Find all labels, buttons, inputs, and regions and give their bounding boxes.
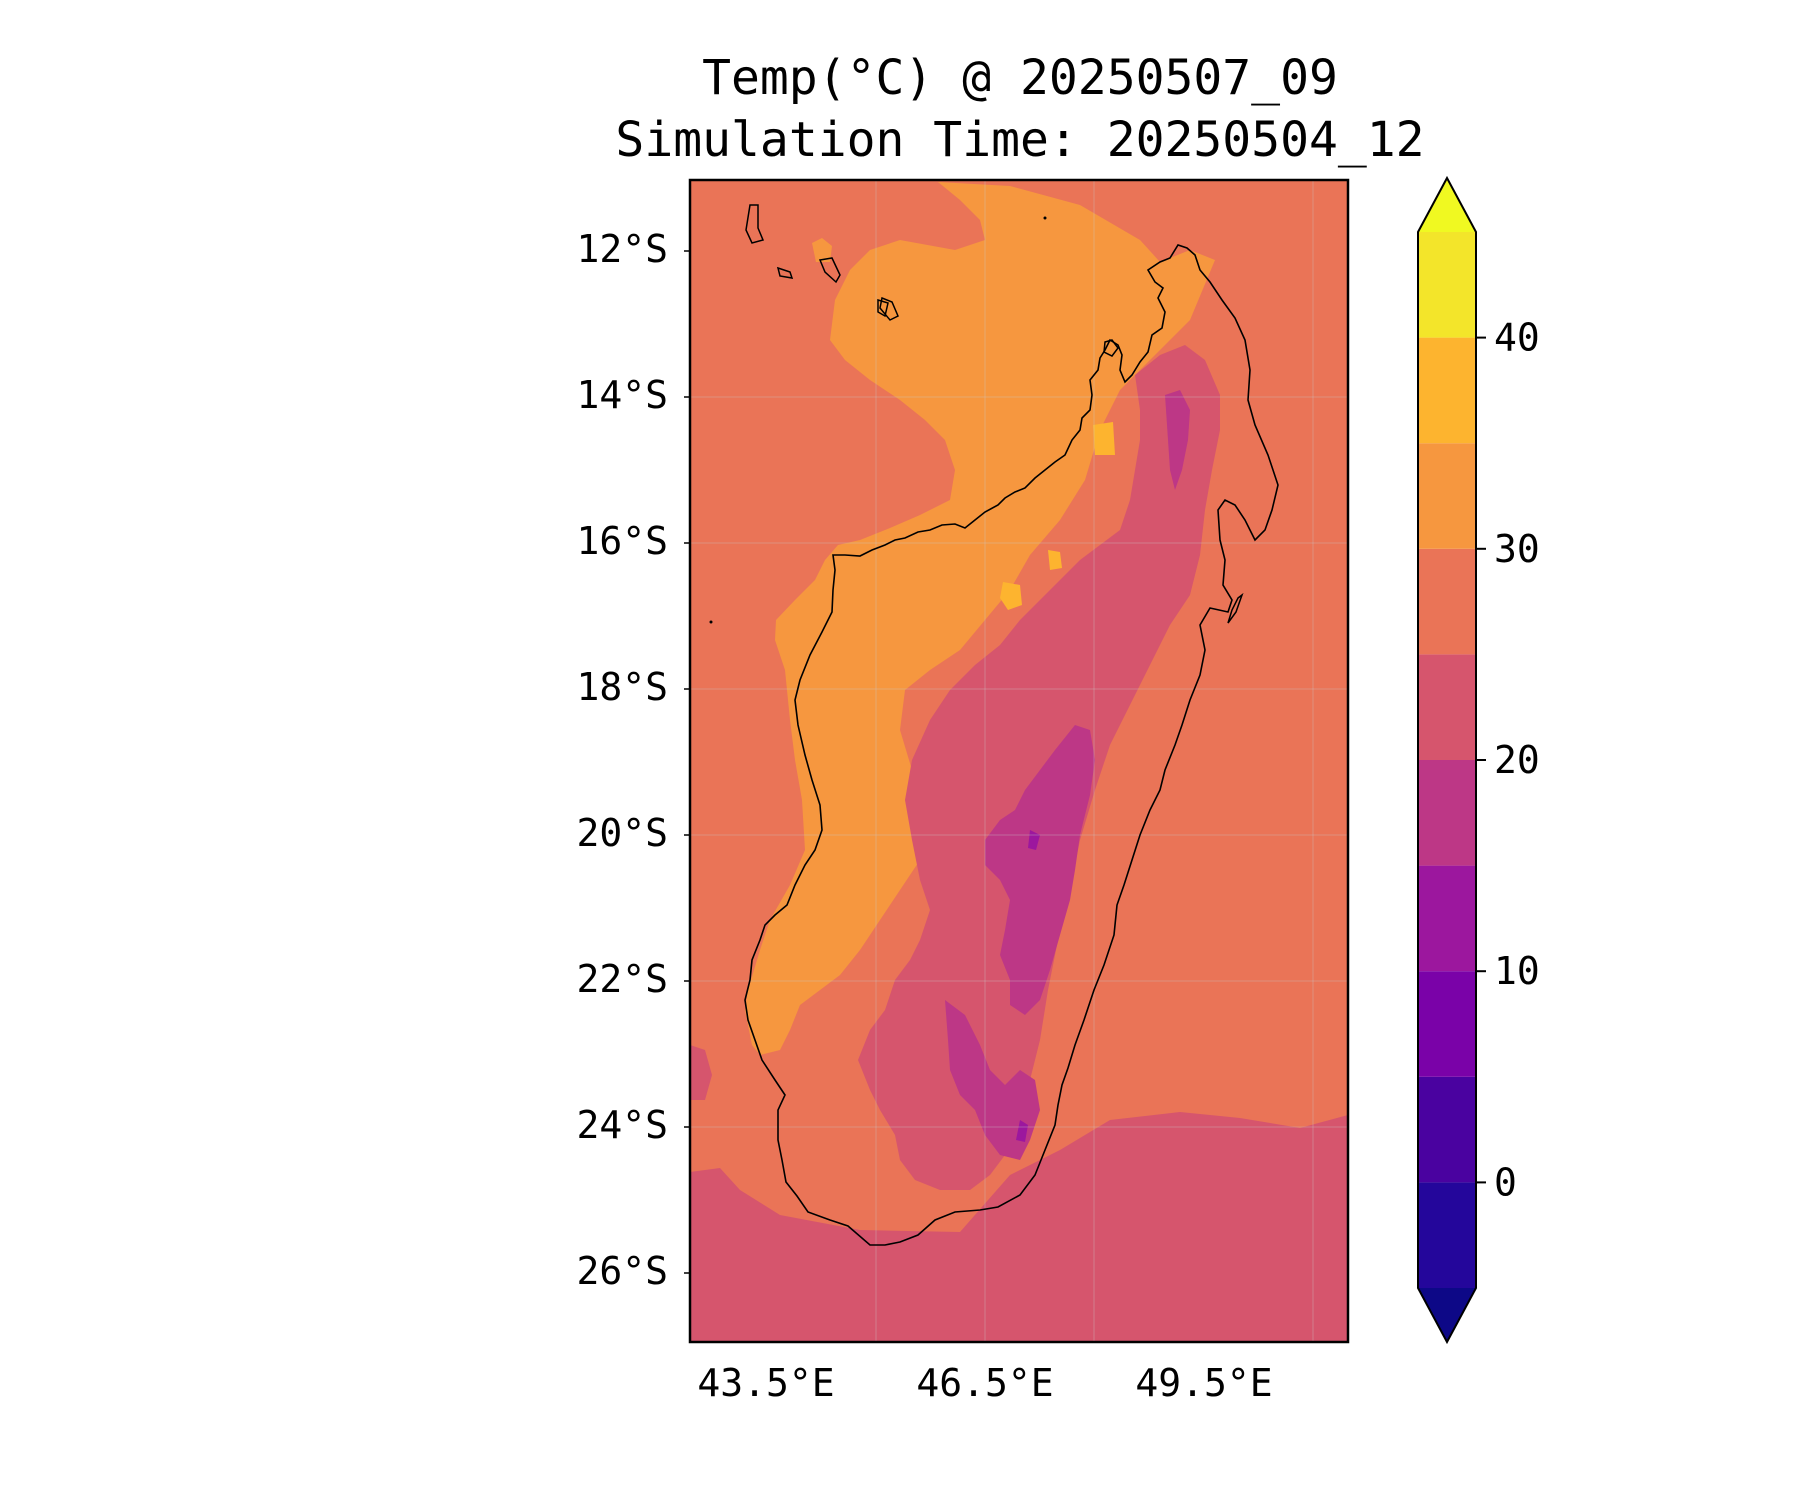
hot-spot [1000, 582, 1022, 610]
latitude-axis: 12°S 14°S 16°S 18°S 20°S 22°S 24°S 26°S [576, 227, 690, 1293]
colorbar-tick-label: 20 [1494, 738, 1540, 782]
coastline-island [879, 296, 899, 321]
colorbar-bin [1418, 232, 1476, 338]
coastline-island [1103, 339, 1119, 357]
map-title-line2: Simulation Time: 20250504_12 [615, 112, 1425, 168]
colorbar-bin [1418, 760, 1476, 866]
lat-tick-label: 14°S [576, 373, 668, 417]
colorbar-tick-label: 0 [1494, 1160, 1517, 1204]
colorbar-bin [1418, 865, 1476, 972]
lat-tick-label: 24°S [576, 1103, 668, 1147]
lat-tick-label: 18°S [576, 665, 668, 709]
lat-tick-label: 22°S [576, 957, 668, 1001]
colorbar-bin [1418, 654, 1476, 760]
coastline-islet [709, 620, 713, 624]
lon-tick-label: 43.5°E [697, 1361, 834, 1405]
ocean-southwest-patch [690, 1045, 712, 1100]
ocean-south-field [690, 1112, 1348, 1342]
colorbar: 0 10 20 30 40 [1417, 175, 1540, 1345]
colorbar-bin [1418, 548, 1476, 655]
highland-field [858, 345, 1220, 1190]
hot-spot [1093, 422, 1115, 455]
peak-core [1016, 1120, 1028, 1142]
colorbar-outline [1417, 175, 1477, 1345]
coastline-comoros [745, 204, 765, 244]
coastline-comoros [818, 257, 841, 284]
colorbar-tick-label: 40 [1494, 316, 1540, 360]
coastline-island [1227, 592, 1244, 624]
colorbar-tick-label: 30 [1494, 527, 1540, 571]
warm-patch-nw [812, 238, 832, 262]
lat-tick-label: 26°S [576, 1249, 668, 1293]
colorbar-bin [1418, 971, 1476, 1077]
warm-band [745, 182, 1215, 1055]
map-title-line1: Temp(°C) @ 20250507_09 [702, 50, 1338, 106]
colorbar-bin [1418, 337, 1476, 444]
coastline-islet [1043, 216, 1047, 220]
map-frame [688, 178, 1350, 1344]
madagascar-coastline [744, 244, 1279, 1246]
temperature-field [690, 180, 1348, 1342]
high-peak-field-north [1165, 390, 1190, 490]
high-peak-field-central [985, 725, 1095, 1015]
lat-tick-label: 16°S [576, 519, 668, 563]
colorbar-bin [1418, 443, 1476, 549]
longitude-axis: 43.5°E 46.5°E 49.5°E [697, 1361, 1272, 1405]
colorbar-tick-label: 10 [1494, 949, 1540, 993]
lat-tick-label: 20°S [576, 811, 668, 855]
colorbar-bin [1418, 1182, 1476, 1288]
coastline-comoros [877, 298, 889, 318]
lon-tick-label: 46.5°E [916, 1361, 1053, 1405]
lat-tick-label: 12°S [576, 227, 668, 271]
lon-tick-label: 49.5°E [1135, 1361, 1272, 1405]
coastline-comoros [776, 266, 794, 279]
colorbar-extend-low [1418, 1288, 1476, 1342]
colorbar-extend-high [1418, 178, 1476, 232]
colorbar-bin [1418, 1076, 1476, 1183]
hot-spot [1048, 550, 1062, 570]
high-peak-field-south [945, 1000, 1040, 1160]
peak-core [1028, 830, 1040, 850]
gridlines [690, 180, 1348, 1342]
